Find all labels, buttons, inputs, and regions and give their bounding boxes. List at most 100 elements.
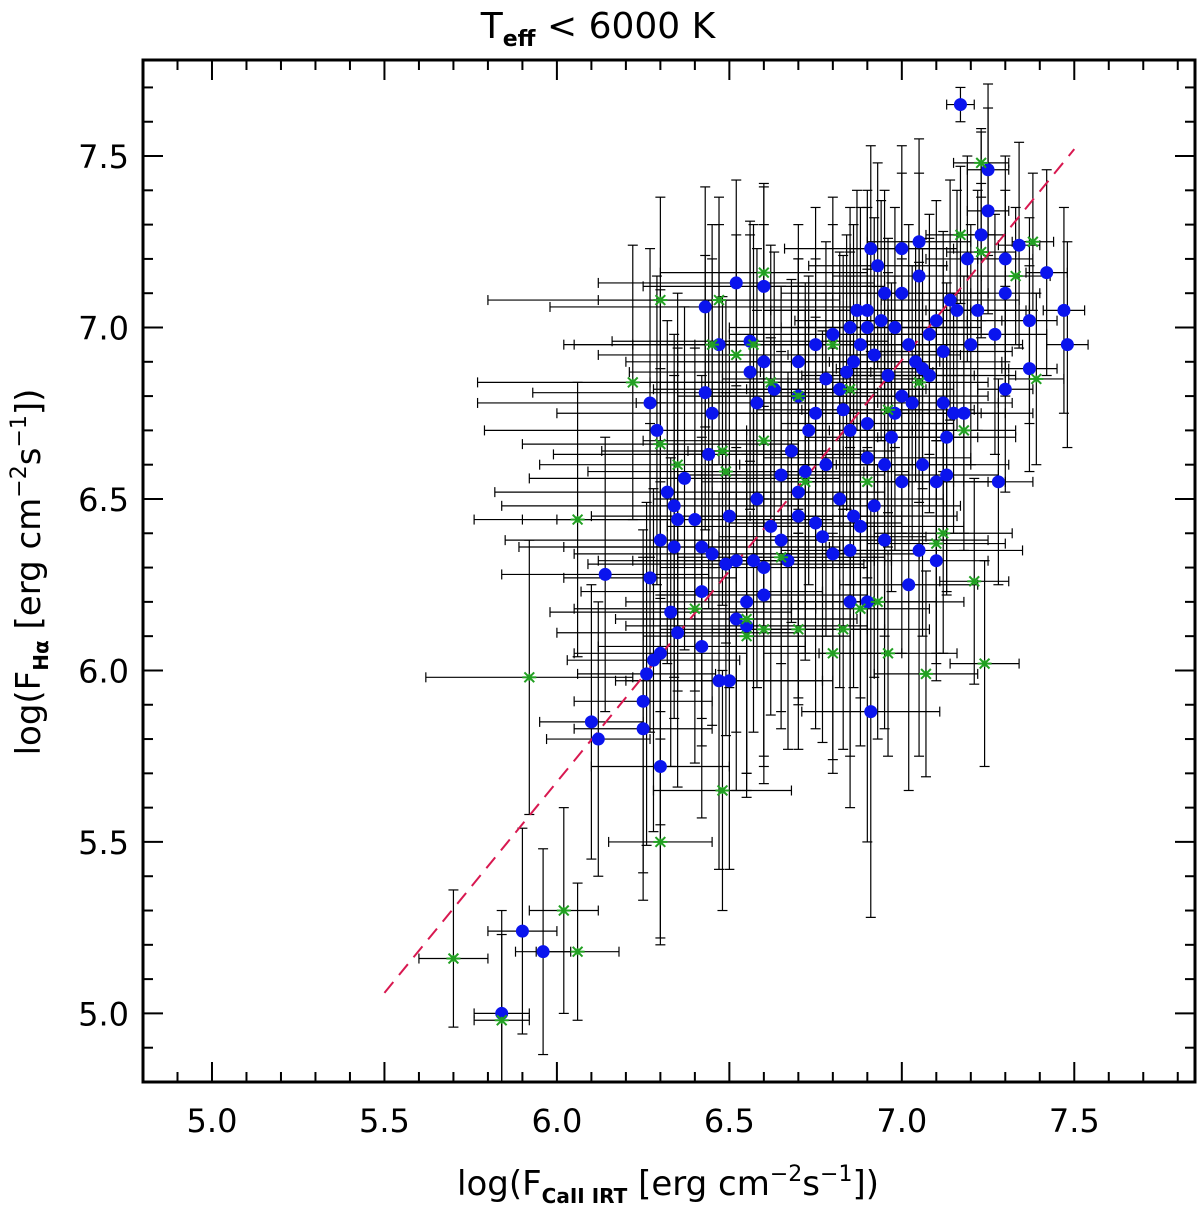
data-point-circle xyxy=(947,406,961,420)
data-point-circle xyxy=(940,430,954,444)
data-point-circle xyxy=(853,338,867,352)
data-point-circle xyxy=(998,252,1012,266)
data-point-circle xyxy=(729,276,743,290)
data-point-circle xyxy=(929,314,943,328)
data-point-circle xyxy=(643,396,657,410)
data-point-circle xyxy=(916,458,930,472)
data-point-circle xyxy=(695,585,709,599)
data-point-circle xyxy=(850,303,864,317)
data-point-circle xyxy=(643,571,657,585)
data-point-circle xyxy=(750,492,764,506)
data-point-circle xyxy=(922,327,936,341)
data-point-circle xyxy=(653,759,667,773)
data-point-circle xyxy=(902,338,916,352)
data-point-circle xyxy=(712,674,726,688)
data-point-circle xyxy=(833,492,847,506)
data-point-circle xyxy=(809,338,823,352)
data-point-circle xyxy=(757,588,771,602)
data-point-circle xyxy=(895,389,909,403)
x-tick-label: 6.0 xyxy=(531,1102,582,1140)
data-point-circle xyxy=(591,732,605,746)
data-point-asterisk xyxy=(739,630,754,642)
x-tick-label: 5.0 xyxy=(187,1102,238,1140)
data-point-circle xyxy=(698,386,712,400)
data-point-circle xyxy=(695,639,709,653)
data-point-circle xyxy=(584,715,598,729)
data-point-circle xyxy=(1060,338,1074,352)
data-point-circle xyxy=(650,423,664,437)
data-point-circle xyxy=(991,475,1005,489)
data-point-circle xyxy=(757,279,771,293)
data-point-circle xyxy=(988,327,1002,341)
data-point-asterisk xyxy=(929,537,944,550)
data-point-circle xyxy=(660,485,674,499)
data-point-asterisk xyxy=(912,376,927,388)
data-points xyxy=(446,98,1074,1026)
data-point-circle xyxy=(722,674,736,688)
y-tick-label: 7.5 xyxy=(78,138,129,176)
data-point-circle xyxy=(671,626,685,640)
data-point-circle xyxy=(960,252,974,266)
data-point-circle xyxy=(667,499,681,513)
plot-frame xyxy=(141,58,1197,1084)
data-point-circle xyxy=(902,578,916,592)
data-point-asterisk xyxy=(936,527,951,539)
data-point-circle xyxy=(836,403,850,417)
data-point-circle xyxy=(1040,266,1054,280)
y-tick-label: 5.0 xyxy=(78,995,129,1033)
data-point-asterisk xyxy=(570,513,585,526)
chart-title: Teff < 6000 K xyxy=(480,6,717,52)
data-point-circle xyxy=(888,321,902,335)
data-point-asterisk xyxy=(956,424,971,436)
data-point-asterisk xyxy=(653,294,668,306)
data-point-circle xyxy=(798,465,812,479)
data-point-circle xyxy=(957,406,971,420)
x-tick-label: 7.0 xyxy=(876,1102,927,1140)
data-point-circle xyxy=(843,543,857,557)
data-point-asterisk xyxy=(763,376,778,388)
y-axis-label: log(FHα [erg cm−2s−1]) xyxy=(7,389,53,756)
data-point-circle xyxy=(940,468,954,482)
data-point-circle xyxy=(719,557,733,571)
data-point-circle xyxy=(774,468,788,482)
data-point-asterisk xyxy=(746,339,761,351)
data-point-circle xyxy=(998,382,1012,396)
data-point-asterisk xyxy=(715,784,730,797)
data-point-circle xyxy=(1012,238,1026,252)
data-point-circle xyxy=(664,605,678,619)
data-point-circle xyxy=(1022,314,1036,328)
data-point-asterisk xyxy=(881,404,896,416)
data-point-circle xyxy=(922,369,936,383)
data-point-circle xyxy=(757,355,771,369)
title-subscript: eff xyxy=(503,27,537,52)
y-tick-label: 5.5 xyxy=(78,824,129,862)
data-point-circle xyxy=(964,338,978,352)
data-point-circle xyxy=(981,204,995,218)
title-main: T xyxy=(480,6,504,47)
data-point-asterisk xyxy=(977,657,992,670)
x-tick-label: 5.5 xyxy=(359,1102,410,1140)
data-point-circle xyxy=(774,533,788,547)
data-point-circle xyxy=(729,612,743,626)
data-point-circle xyxy=(929,554,943,568)
data-point-circle xyxy=(705,406,719,420)
data-point-circle xyxy=(653,533,667,547)
data-point-circle xyxy=(826,547,840,561)
data-point-circle xyxy=(971,303,985,317)
data-point-asterisk xyxy=(974,246,989,258)
y-tick-label: 6.0 xyxy=(78,652,129,690)
data-point-asterisk xyxy=(687,603,702,615)
data-point-asterisk xyxy=(446,952,461,965)
data-point-asterisk xyxy=(756,623,771,635)
data-point-circle xyxy=(815,530,829,544)
data-point-circle xyxy=(843,423,857,437)
data-point-circle xyxy=(878,286,892,300)
data-point-circle xyxy=(809,406,823,420)
data-point-circle xyxy=(819,372,833,386)
data-point-circle xyxy=(860,451,874,465)
data-point-circle xyxy=(791,485,805,499)
data-point-asterisk xyxy=(729,349,744,361)
data-point-asterisk xyxy=(825,647,840,659)
data-point-circle xyxy=(536,945,550,959)
data-point-circle xyxy=(757,561,771,575)
